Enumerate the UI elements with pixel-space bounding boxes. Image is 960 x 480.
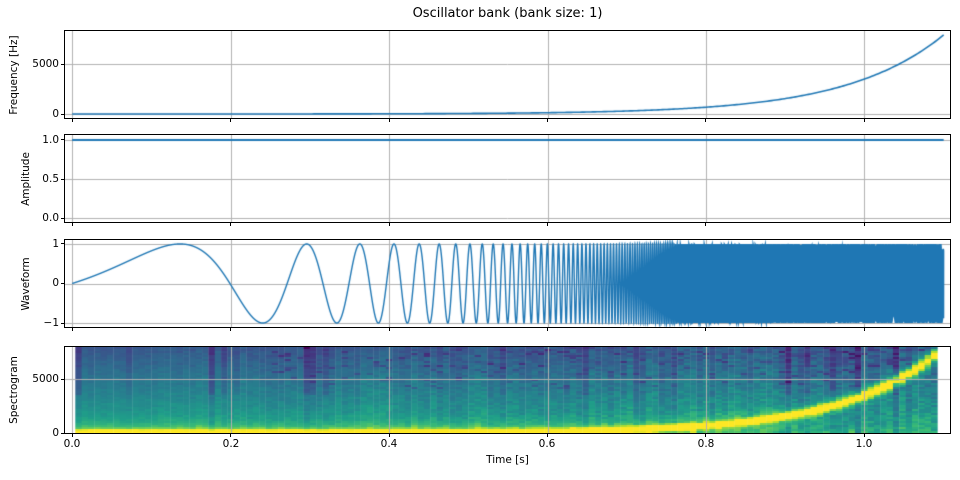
tick-mark xyxy=(230,223,232,226)
tick-mark xyxy=(388,119,390,122)
xtick-label: 0.8 xyxy=(697,438,715,450)
spectrogram-plot-canvas xyxy=(65,347,950,433)
tick-mark xyxy=(61,283,64,284)
ytick-label: 0 xyxy=(52,108,59,120)
frequency-plot-canvas xyxy=(65,31,950,118)
tick-mark xyxy=(61,378,64,380)
xtick-label: 1.0 xyxy=(855,438,873,450)
xaxis-label: Time [s] xyxy=(486,454,529,466)
tick-mark xyxy=(705,434,707,437)
ytick-label: 1.0 xyxy=(42,134,59,146)
amplitude-plot xyxy=(64,134,951,223)
tick-mark xyxy=(61,217,64,219)
ytick-label: 0.0 xyxy=(42,212,59,224)
tick-mark xyxy=(61,322,64,324)
frequency-plot xyxy=(64,30,951,119)
tick-mark xyxy=(863,434,865,437)
tick-mark xyxy=(547,223,548,226)
ylabel-frequency: Frequency [Hz] xyxy=(8,35,20,115)
ytick-label: 5000 xyxy=(32,58,59,70)
tick-mark xyxy=(705,223,707,226)
tick-mark xyxy=(230,434,232,437)
amplitude-plot-canvas xyxy=(65,135,950,222)
tick-mark xyxy=(388,328,390,331)
ytick-label: 1 xyxy=(52,238,59,250)
tick-mark xyxy=(705,119,707,122)
ytick-label: 0 xyxy=(52,277,59,289)
tick-mark xyxy=(61,432,64,434)
tick-mark xyxy=(61,178,64,180)
tick-mark xyxy=(71,434,73,437)
figure-title: Oscillator bank (bank size: 1) xyxy=(412,6,603,21)
tick-mark xyxy=(388,434,390,437)
tick-mark xyxy=(863,119,865,122)
ytick-label: 0 xyxy=(52,427,59,439)
tick-mark xyxy=(547,119,548,122)
tick-mark xyxy=(71,223,73,226)
spectrogram-plot xyxy=(64,346,951,434)
tick-mark xyxy=(71,119,73,122)
tick-mark xyxy=(61,113,64,115)
waveform-plot xyxy=(64,239,951,328)
waveform-plot-canvas xyxy=(65,240,950,327)
tick-mark xyxy=(547,434,548,437)
ytick-label: 0.5 xyxy=(42,173,59,185)
tick-mark xyxy=(230,328,232,331)
tick-mark xyxy=(705,328,707,331)
tick-mark xyxy=(863,328,865,331)
tick-mark xyxy=(61,139,64,141)
ylabel-spectrogram: Spectrogram xyxy=(8,356,20,424)
xtick-label: 0.0 xyxy=(63,438,81,450)
tick-mark xyxy=(547,328,548,331)
tick-mark xyxy=(388,223,390,226)
tick-mark xyxy=(61,243,64,245)
xtick-label: 0.2 xyxy=(222,438,240,450)
tick-mark xyxy=(230,119,232,122)
tick-mark xyxy=(71,328,73,331)
tick-mark xyxy=(61,63,64,65)
ytick-label: −1 xyxy=(43,317,59,329)
ytick-label: 5000 xyxy=(32,373,59,385)
xtick-label: 0.4 xyxy=(380,438,398,450)
xtick-label: 0.6 xyxy=(538,438,556,450)
tick-mark xyxy=(863,223,865,226)
